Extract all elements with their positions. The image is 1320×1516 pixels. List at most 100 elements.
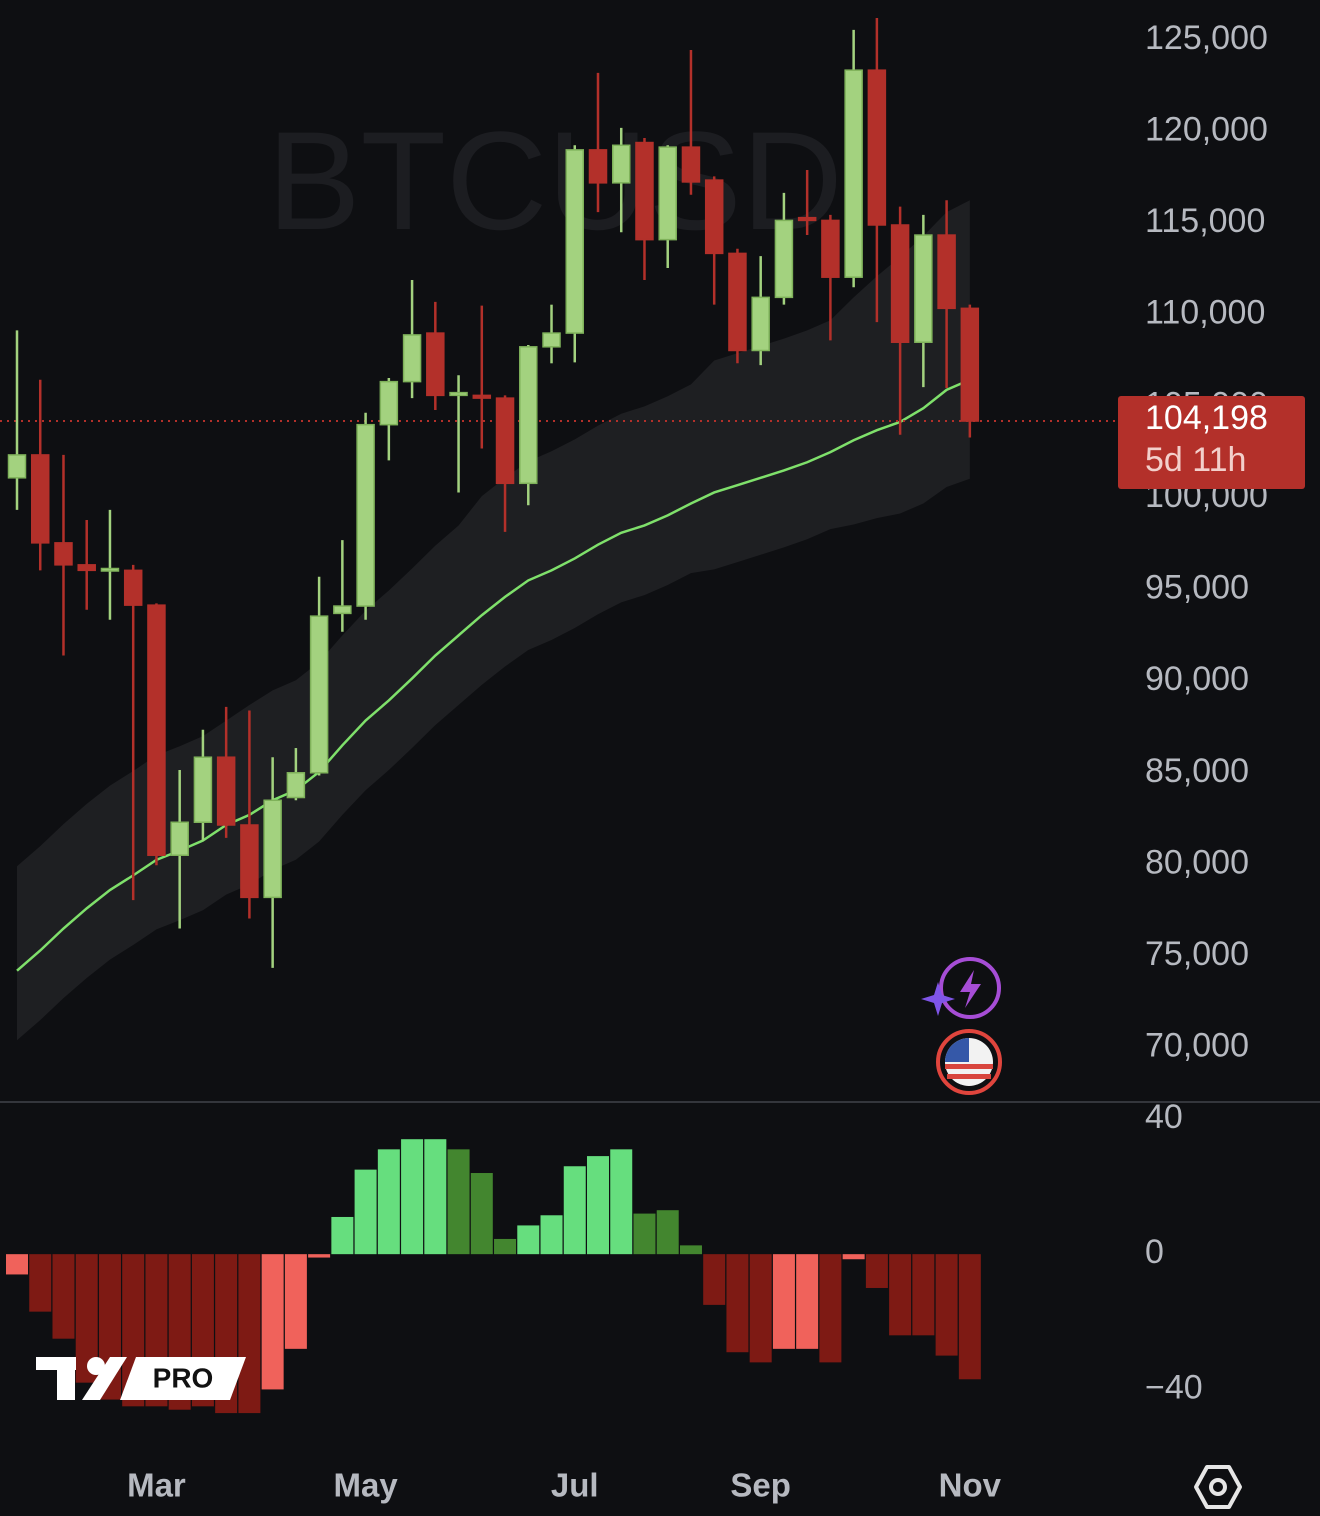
candle-body [263, 799, 282, 899]
logo-text: PRO [153, 1362, 214, 1393]
histogram-bar [772, 1254, 795, 1349]
histogram-bar [470, 1173, 493, 1255]
candle-body [890, 224, 910, 343]
candle-body [449, 391, 468, 397]
histogram-bar [819, 1254, 842, 1363]
price-tag [1118, 396, 1305, 490]
candle-body [216, 756, 236, 826]
candle-body [309, 615, 329, 774]
candle-body [286, 772, 306, 799]
histogram-bar [308, 1254, 331, 1258]
y-tick-label: 90,000 [1145, 660, 1249, 698]
candle-body [333, 605, 352, 615]
candle-body [402, 334, 422, 383]
histogram-bar [587, 1156, 609, 1255]
candle-body [519, 346, 538, 485]
histogram-bar [865, 1254, 888, 1288]
event-icon [945, 1064, 993, 1069]
candle-body [751, 296, 770, 352]
histogram-bar [517, 1225, 540, 1255]
settings-icon[interactable] [1194, 1465, 1242, 1509]
histogram-bar [749, 1254, 772, 1363]
candle-body [379, 380, 399, 426]
y-tick-label: −40 [1145, 1368, 1203, 1406]
price-pane: 70,00075,00080,00085,00090,00095,000100,… [0, 17, 1268, 1065]
histogram-bar [284, 1254, 307, 1349]
histogram-bar [52, 1254, 75, 1339]
x-tick-label: Sep [730, 1467, 791, 1504]
y-tick-label: 0 [1145, 1233, 1164, 1271]
candle-body [495, 397, 515, 485]
candle-body [960, 307, 980, 422]
y-tick-label: 75,000 [1145, 935, 1249, 973]
candle-body [30, 454, 50, 544]
candle-body [472, 394, 492, 399]
candle-body [867, 69, 887, 226]
events [921, 957, 1002, 1095]
logo-mark [87, 1357, 105, 1375]
y-tick-label: 70,000 [1145, 1027, 1249, 1065]
candle-body [565, 149, 585, 334]
candle-body [123, 569, 143, 606]
histogram-bar [354, 1169, 377, 1255]
candle-body [844, 69, 863, 278]
logo-mark [120, 1357, 246, 1400]
histogram-bar [238, 1254, 261, 1414]
candle-body [588, 149, 608, 184]
candle-body [170, 821, 189, 856]
x-tick-label: Jul [551, 1467, 599, 1504]
y-tick-label: 125,000 [1145, 19, 1268, 57]
histogram-bar [331, 1216, 354, 1255]
price-tag-value: 104,198 [1145, 399, 1268, 437]
y-tick-label: 80,000 [1145, 843, 1249, 881]
x-tick-label: Nov [939, 1467, 1002, 1504]
event-icon [947, 1074, 991, 1079]
y-tick-label: 120,000 [1145, 111, 1268, 149]
histogram-bar [842, 1254, 865, 1260]
histogram-bar [656, 1210, 679, 1255]
candle-body [681, 146, 701, 183]
event-icon [960, 970, 981, 1008]
histogram-bar [377, 1149, 400, 1255]
y-tick-label: 95,000 [1145, 569, 1249, 607]
logo-mark [82, 1357, 127, 1400]
histogram-bar [889, 1254, 912, 1336]
histogram-bar [447, 1149, 470, 1255]
histogram-bar [494, 1238, 517, 1255]
histogram-bar [563, 1166, 586, 1255]
candle-body [635, 141, 654, 241]
candle-body [193, 756, 213, 824]
histogram-bar [796, 1254, 819, 1349]
event-icon [945, 1038, 969, 1062]
histogram-bar [935, 1254, 958, 1356]
y-tick-label: 110,000 [1145, 294, 1265, 332]
histogram-bar [679, 1245, 702, 1255]
histogram-bar [912, 1254, 935, 1336]
candle-body [704, 179, 724, 255]
candle-body [147, 604, 166, 856]
histogram-bar [75, 1254, 98, 1383]
candle-body [426, 332, 445, 397]
histogram-bar [29, 1254, 52, 1312]
histogram-bar [540, 1215, 563, 1255]
candle-body [937, 234, 956, 310]
x-tick-label: May [333, 1467, 398, 1504]
histogram-bar [401, 1139, 424, 1255]
y-tick-label: 40 [1145, 1098, 1183, 1136]
price-tag-countdown: 5d 11h [1145, 441, 1246, 479]
candle-body [797, 216, 817, 222]
settings-button[interactable] [1194, 1465, 1242, 1509]
settings-icon[interactable] [1209, 1478, 1227, 1496]
event-icon [921, 982, 955, 1016]
candle-body [914, 234, 933, 343]
candle-body [821, 219, 840, 278]
candle-body [542, 332, 561, 348]
histogram-bar [6, 1254, 28, 1275]
logo: PRO [36, 1357, 246, 1400]
candle-body [774, 219, 794, 299]
watermark: BTCUSD [267, 102, 843, 259]
y-tick-label: 115,000 [1145, 202, 1265, 240]
histogram-bar [633, 1213, 656, 1255]
event-icon [936, 1029, 1002, 1095]
